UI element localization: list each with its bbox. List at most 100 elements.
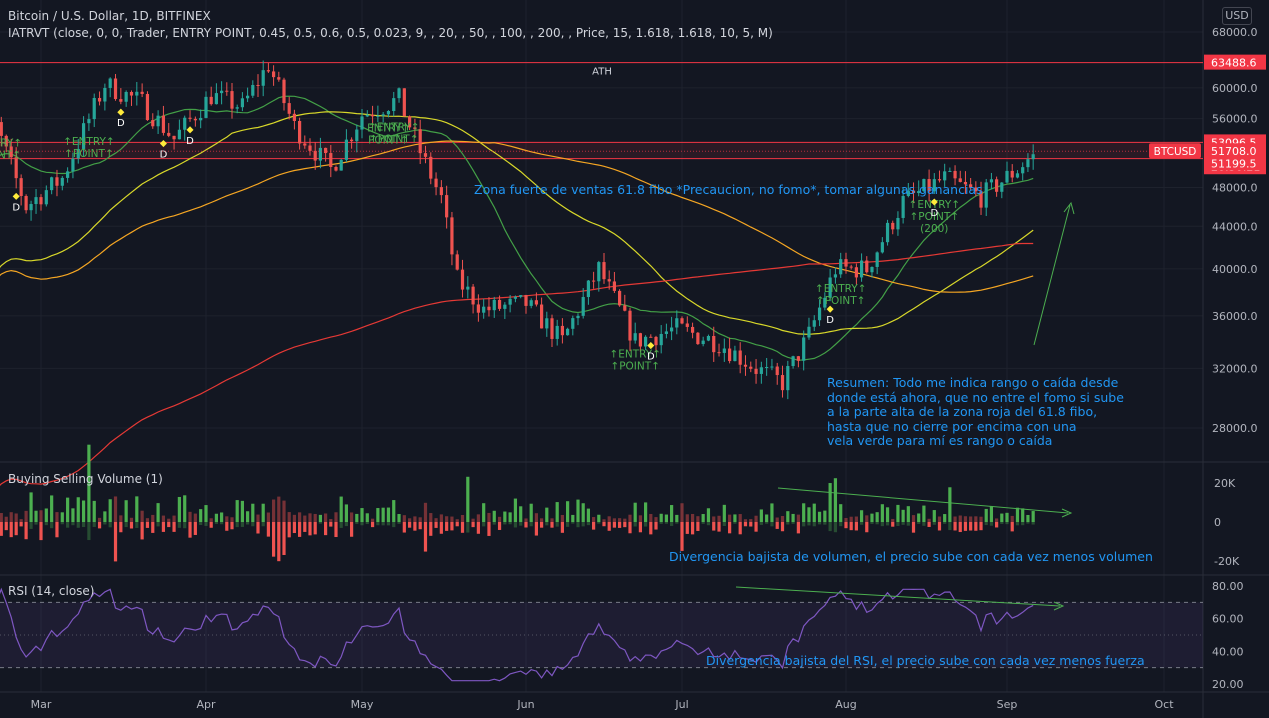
indicator-legend[interactable]: IATRVT (close, 0, 0, Trader, ENTRY POINT… [8,26,773,40]
volume-bar [156,522,160,527]
volume-bar [602,522,606,527]
candle [791,356,795,367]
volume-pane[interactable] [0,444,1073,562]
volume-bar [1031,522,1035,525]
volume-bar [24,522,28,540]
volume-divergence-line [777,487,1069,514]
candle [344,139,348,160]
candle [623,305,627,311]
volume-bar [597,522,601,524]
volume-bar [303,522,307,532]
candle [607,279,611,282]
entry-point-label: ↑ENTRY↑ [368,121,420,133]
volume-bar [503,511,507,522]
volume-bar [722,504,726,522]
volume-bar [706,508,711,522]
entry-point-label: ↑ENTRY↑ [63,136,115,148]
trend-arrow-head [1063,201,1075,215]
volume-bar [989,522,994,526]
volume-bar [370,518,375,522]
volume-bar [50,495,54,522]
volume-bar [828,522,832,532]
volume-bar [329,522,333,527]
candle [529,300,533,306]
volume-bar [545,507,549,522]
volume-bar [392,500,396,522]
volume-bar [140,522,144,540]
time-axis-tick: Mar [31,698,52,711]
volume-bar [161,515,166,522]
candle [513,296,518,299]
volume-bar [188,511,192,522]
volume-bar [644,522,648,527]
candle [434,178,438,188]
candle [60,177,64,186]
volume-bar [865,515,869,522]
volume-bar [161,522,166,532]
volume-bar [696,522,700,531]
candle [738,350,742,365]
rsi-pane-title[interactable]: RSI (14, close) [8,584,95,598]
volume-bar [786,522,790,525]
volume-bar [659,513,663,522]
volume-bar [55,512,59,522]
volume-bar [193,513,197,522]
volume-bar [76,522,80,528]
volume-bar [775,517,779,522]
volume-bar [659,522,663,524]
volume-bar [922,505,926,522]
candle [712,335,716,353]
currency-badge[interactable]: USD [1222,7,1252,25]
volume-bar [844,522,848,529]
volume-bar [140,510,144,522]
volume-bar [450,516,454,522]
volume-bar [503,522,507,525]
volume-bar [529,503,533,522]
volume-bar [958,515,962,522]
price-pane[interactable]: ATH↑ENTRY↑↑POINT↑↑ENTRY↑↑POINT↑ENTRY↑POI… [0,60,1203,541]
signal-diamond [930,198,938,206]
candle [644,336,648,347]
symbol-title[interactable]: Bitcoin / U.S. Dollar, 1D, BITFINEX [8,9,211,23]
volume-bar [566,501,570,522]
volume-bar [292,514,296,522]
volume-bar [209,518,213,522]
signal-diamond [647,342,655,350]
volume-bar [618,518,622,522]
rsi-pane[interactable] [0,586,1203,682]
candle [318,147,322,161]
volume-bar [492,522,496,525]
candle [906,190,910,196]
volume-bar [875,512,879,522]
volume-bar [460,514,465,522]
candle [545,318,549,329]
volume-bar [859,510,864,522]
volume-bar [519,506,523,522]
rsi-axis-tick: 60.00 [1212,613,1244,626]
volume-bar [9,512,13,522]
volume-bar [287,512,291,522]
candle [1021,167,1025,174]
volume-bar [287,522,291,538]
candle [156,115,160,127]
volume-bar [932,522,936,525]
candle [466,286,470,290]
volume-bar [71,508,75,522]
volume-pane-title[interactable]: Buying Selling Volume (1) [8,472,163,486]
price-label: 63488.6 [1211,57,1257,70]
entry-point-label: ↑ENTRY↑ [0,137,22,149]
volume-bar [455,522,459,527]
candle [66,171,70,178]
volume-bar [318,514,322,522]
volume-bar [76,497,80,522]
volume-bar [807,507,811,522]
volume-bar [334,512,338,522]
volume-bar [423,502,428,522]
candle [1015,173,1020,178]
candle [246,95,250,99]
volume-bar [690,522,695,535]
volume-bar [555,522,559,527]
volume-bar [654,522,658,530]
